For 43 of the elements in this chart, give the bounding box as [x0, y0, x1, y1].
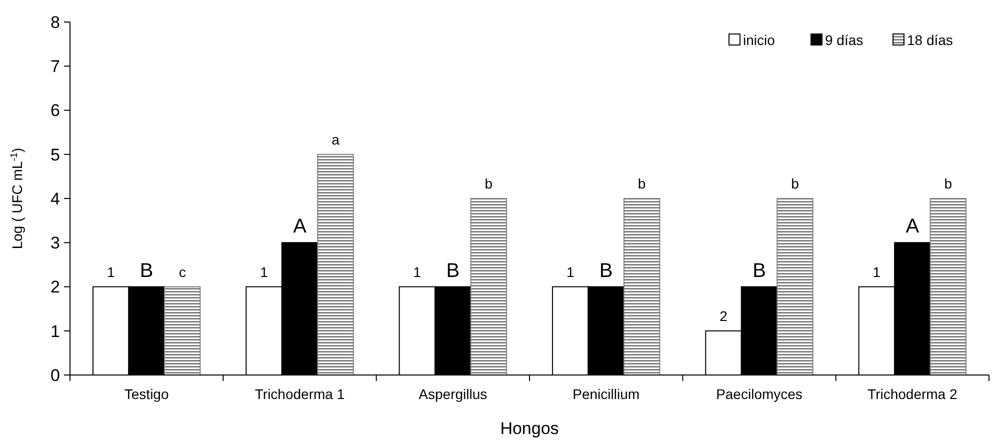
annotation: 1 [413, 264, 422, 280]
annotation: B [446, 260, 460, 282]
y-tick-label: 1 [50, 322, 60, 341]
y-tick-label: 7 [50, 57, 60, 76]
x-axis-title: Hongos [500, 419, 559, 438]
legend-label: 9 días [825, 32, 864, 48]
x-tick-label: Testigo [124, 386, 169, 402]
annotation: 1 [566, 264, 574, 280]
annotation: 1 [106, 264, 115, 280]
bar [317, 154, 354, 376]
y-tick-label: 6 [50, 101, 60, 120]
bar [623, 198, 660, 376]
y-tick-label: 0 [50, 366, 60, 385]
annotation: a [332, 131, 340, 148]
annotation: b [791, 176, 800, 192]
legend-label: 18 días [907, 32, 953, 48]
y-tick-label: 3 [50, 234, 60, 253]
annotation: A [906, 216, 920, 238]
annotation: c [178, 264, 186, 280]
annotation: b [944, 176, 952, 192]
annotation: b [638, 176, 646, 192]
annotation: A [293, 216, 308, 238]
x-tick-label: Aspergillus [418, 386, 488, 402]
bar [470, 198, 508, 376]
legend-label: inicio [743, 32, 776, 48]
x-tick-label: Trichoderma 1 [254, 386, 345, 402]
x-tick-label: Paecilomyces [716, 386, 802, 402]
bar [930, 198, 967, 376]
y-tick-label: 8 [50, 12, 60, 32]
annotation: B [140, 260, 154, 282]
y-tick-label: 2 [50, 278, 60, 297]
x-tick-label: Penicillium [572, 386, 640, 402]
annotation: B [752, 260, 766, 282]
x-tick-label: Trichoderma 2 [868, 386, 958, 402]
y-tick-label: 4 [50, 189, 60, 208]
annotation: B [599, 260, 613, 282]
bar [164, 286, 201, 376]
annotation: 1 [260, 264, 268, 280]
bar [776, 198, 814, 376]
annotation: 2 [720, 308, 728, 324]
annotation: b [484, 176, 493, 192]
y-tick-label: 5 [50, 145, 60, 164]
annotation: 1 [872, 264, 881, 280]
